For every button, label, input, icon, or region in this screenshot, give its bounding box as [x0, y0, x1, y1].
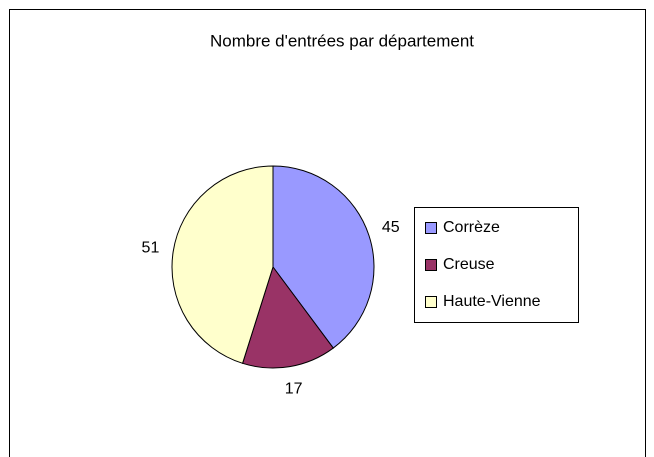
legend-swatch [425, 222, 437, 234]
legend-box [414, 207, 579, 323]
data-label: 17 [285, 380, 303, 397]
data-label: 45 [382, 219, 400, 236]
chart-title: Nombre d'entrées par département [210, 31, 474, 50]
legend-swatch [425, 259, 437, 271]
data-label: 51 [142, 239, 160, 256]
legend-label: Creuse [443, 256, 495, 273]
pie-slice [171, 165, 274, 364]
legend-swatch [425, 296, 437, 308]
legend-label: Haute-Vienne [443, 293, 541, 310]
legend-label: Corrèze [443, 219, 500, 236]
chart-frame [9, 9, 646, 457]
pie-slice [272, 165, 375, 349]
